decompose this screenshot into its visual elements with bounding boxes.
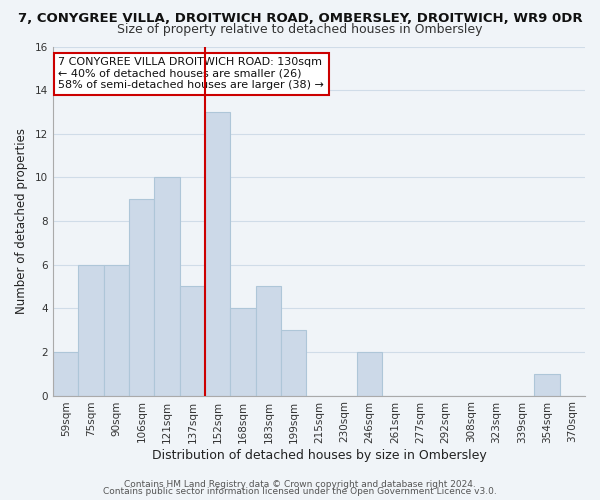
Bar xyxy=(256,286,281,396)
Bar xyxy=(180,286,205,396)
Bar xyxy=(357,352,382,396)
Bar xyxy=(205,112,230,396)
Bar xyxy=(53,352,79,396)
Bar xyxy=(104,264,129,396)
Text: 7, CONYGREE VILLA, DROITWICH ROAD, OMBERSLEY, DROITWICH, WR9 0DR: 7, CONYGREE VILLA, DROITWICH ROAD, OMBER… xyxy=(17,12,583,26)
Bar xyxy=(79,264,104,396)
Y-axis label: Number of detached properties: Number of detached properties xyxy=(15,128,28,314)
Text: Size of property relative to detached houses in Ombersley: Size of property relative to detached ho… xyxy=(117,22,483,36)
X-axis label: Distribution of detached houses by size in Ombersley: Distribution of detached houses by size … xyxy=(152,450,487,462)
Bar xyxy=(230,308,256,396)
Bar xyxy=(129,199,154,396)
Bar xyxy=(281,330,307,396)
Text: Contains HM Land Registry data © Crown copyright and database right 2024.: Contains HM Land Registry data © Crown c… xyxy=(124,480,476,489)
Bar xyxy=(154,178,180,396)
Bar xyxy=(535,374,560,396)
Text: Contains public sector information licensed under the Open Government Licence v3: Contains public sector information licen… xyxy=(103,488,497,496)
Text: 7 CONYGREE VILLA DROITWICH ROAD: 130sqm
← 40% of detached houses are smaller (26: 7 CONYGREE VILLA DROITWICH ROAD: 130sqm … xyxy=(58,57,324,90)
